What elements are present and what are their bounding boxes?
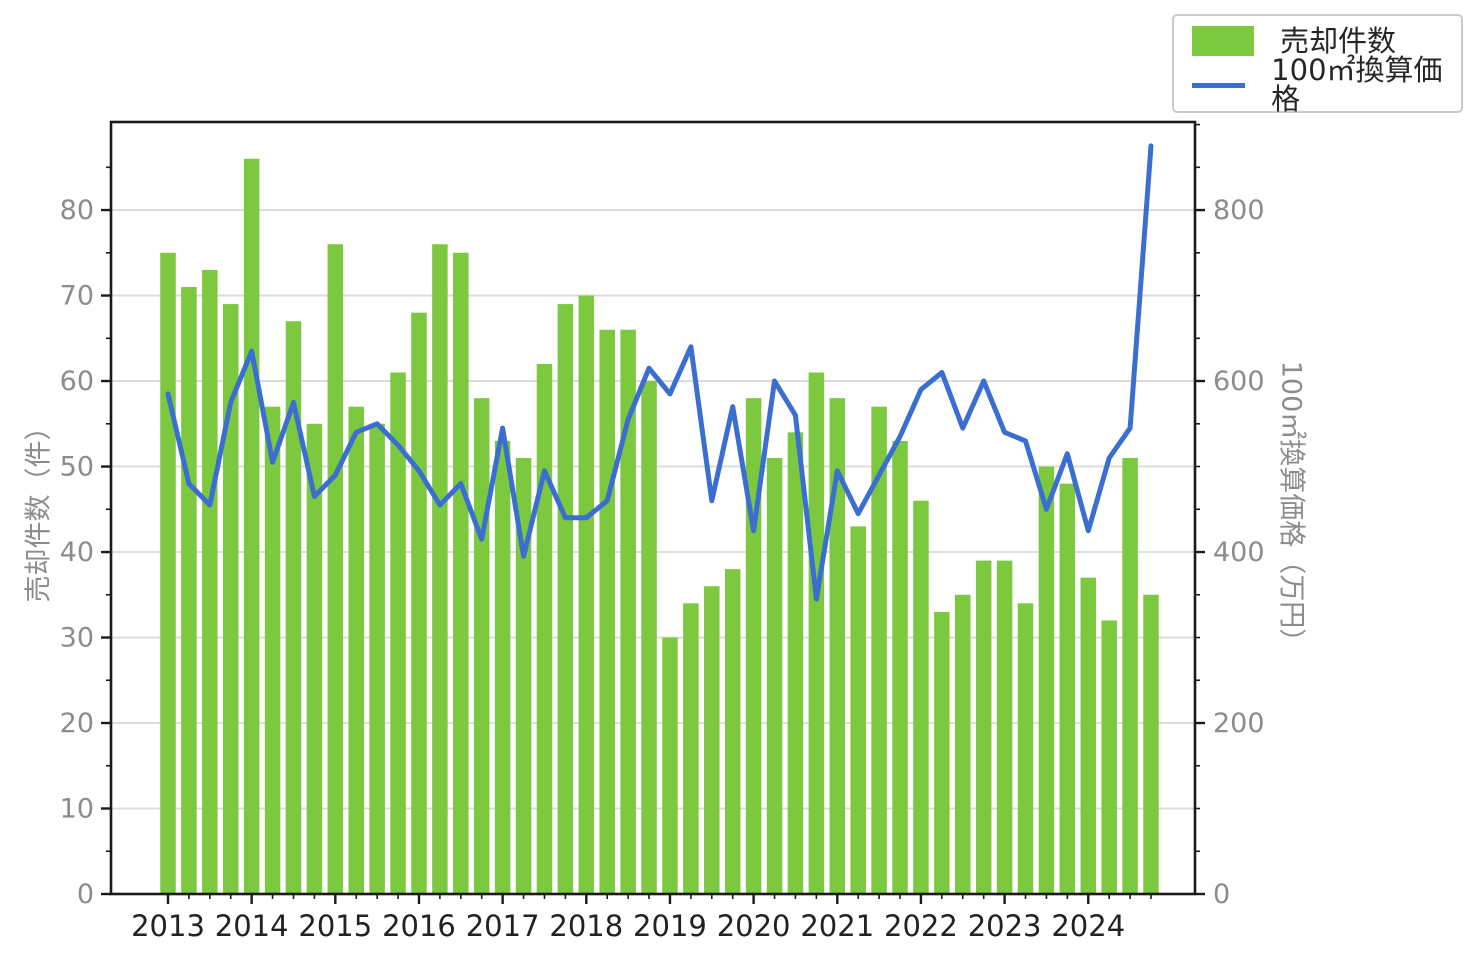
left-tick-label: 40 (60, 537, 94, 568)
x-tick-label: 2015 (298, 909, 372, 943)
bar (1017, 603, 1034, 894)
bar (892, 440, 908, 894)
bar (160, 252, 176, 895)
axes-frame (109, 120, 1197, 896)
bar (473, 398, 490, 894)
bar (829, 398, 846, 894)
bar (453, 252, 469, 895)
left-axis-title: 売却件数（件） (23, 413, 55, 603)
bar (390, 372, 406, 894)
bar (432, 244, 448, 894)
x-tick-label: 2018 (549, 909, 623, 943)
left-tick-label: 30 (60, 623, 94, 654)
x-tick-label: 2013 (131, 909, 205, 943)
bar (975, 560, 992, 894)
bar (411, 312, 427, 895)
left-tick-label: 10 (60, 794, 94, 825)
legend-item-price: 100㎡換算価格 (1192, 56, 1443, 114)
bar (1038, 466, 1055, 894)
bar (1101, 620, 1117, 894)
left-tick-label: 20 (60, 708, 94, 739)
left-tick-label: 0 (77, 879, 94, 910)
bar-series-swatch (1192, 26, 1254, 56)
legend-item-sales-count: 売却件数 (1192, 26, 1443, 56)
bar (871, 406, 887, 894)
bar (996, 560, 1013, 894)
bar (327, 244, 344, 894)
right-tick-label: 600 (1213, 366, 1265, 397)
left-tick-label: 60 (60, 366, 94, 397)
right-tick-label: 200 (1213, 708, 1265, 739)
bar (515, 457, 532, 894)
line-series-swatch (1192, 82, 1246, 88)
bar (348, 406, 364, 894)
x-tick-label: 2016 (382, 909, 456, 943)
price-line (165, 143, 1154, 602)
bar (285, 321, 302, 894)
bar (243, 158, 260, 894)
legend-label-price: 100㎡換算価格 (1271, 53, 1443, 116)
bar (1080, 577, 1097, 894)
bar (264, 406, 281, 894)
bar (913, 500, 929, 894)
bar (1059, 483, 1076, 894)
bar (202, 269, 218, 894)
legend-label-sales-count: 売却件数 (1280, 23, 1397, 58)
legend: 売却件数 100㎡換算価格 (1172, 14, 1463, 114)
x-tick-label: 2024 (1051, 909, 1125, 943)
bar (306, 423, 323, 894)
bar (1122, 457, 1138, 894)
bar (181, 287, 197, 894)
bar (557, 304, 574, 894)
bar (850, 526, 866, 894)
bar (787, 432, 804, 894)
bar (641, 381, 657, 894)
x-tick-label: 2022 (884, 909, 958, 943)
x-tick-label: 2023 (968, 909, 1042, 943)
bar (955, 594, 971, 894)
bar (662, 637, 678, 894)
left-tick-label: 50 (60, 452, 94, 483)
bar (766, 457, 783, 894)
right-tick-label: 0 (1213, 879, 1230, 910)
right-tick-label: 800 (1213, 195, 1265, 226)
x-tick-label: 2017 (466, 909, 540, 943)
bar (745, 398, 762, 894)
right-tick-label: 400 (1213, 537, 1265, 568)
bar (536, 363, 553, 894)
x-tick-label: 2014 (215, 909, 289, 943)
bar (934, 611, 950, 894)
bar (578, 295, 595, 894)
bar (1143, 594, 1159, 894)
bar (369, 423, 385, 894)
bar (494, 440, 511, 894)
bar (683, 603, 699, 894)
left-tick-label: 80 (60, 195, 94, 226)
x-tick-label: 2021 (800, 909, 874, 943)
bar (620, 329, 636, 894)
bar (704, 586, 720, 894)
bar (599, 329, 615, 894)
bar (808, 372, 825, 894)
x-tick-label: 2019 (633, 909, 707, 943)
bar (222, 304, 239, 894)
x-tick-label: 2020 (717, 909, 791, 943)
right-axis-title: 100㎡換算価格（万円） (1275, 360, 1307, 656)
bar (724, 569, 741, 894)
left-tick-label: 70 (60, 281, 94, 312)
